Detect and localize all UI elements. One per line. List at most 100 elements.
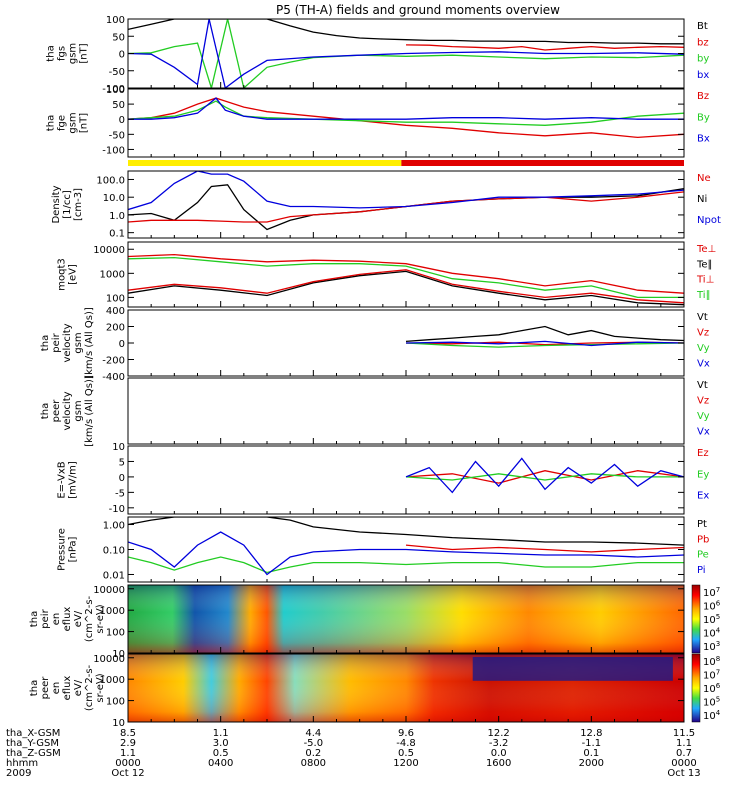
legend-Npot: Npot [697,215,721,226]
series-Ne-line [128,191,684,223]
y-tick-label: 0 [119,50,125,61]
legend-Pb: Pb [697,534,709,545]
legend-Bt: Bt [697,21,708,32]
legend-Te: Te⊥ [696,244,716,255]
axis-row-value: 0800 [301,758,326,769]
axis-row-value: 3.0 [213,738,229,749]
series-Ez-line [405,470,684,484]
y-tick-label: -400 [102,372,125,383]
colorbar-label: 108 [703,655,720,668]
y-tick-label: 100 [106,628,125,639]
series-Vy-line [405,342,684,348]
axis-row-value: 1.1 [676,738,692,749]
axis-row-value: 0.1 [583,748,599,759]
colorbar [691,653,701,723]
legend-Bx: Bx [697,134,710,145]
y-tick-label: 100 [106,85,125,96]
colorbar-label: 106 [703,600,721,613]
y-tick-label: 50 [112,100,125,111]
colorbar-label: 103 [703,640,720,653]
y-tick-label: -10 [109,504,125,515]
y-axis-label: Pressure[nPa] [57,528,79,571]
panel-density: Ne Ni Npot 100.0 10.0 1.0 0.1 Density[1/cc][cm-… [51,170,721,240]
legend-Vx: Vx [697,359,710,370]
y-tick-label: 10 [112,649,125,660]
axis-row-value: 0000 [115,758,140,769]
legend-Vt: Vt [697,312,708,323]
panel-efield: Ez Ey Ex 10 5 0 -5 -10 E=-VxB[mV/m] [57,442,710,515]
axis-row-value: 0.2 [305,748,321,759]
y-tick-label: 100 [106,15,125,26]
series-Ey-line [405,473,684,481]
y-axis-label: thapeirenefluxeV/(cm^2-s-sr-eV) [29,595,106,642]
y-tick-label: -50 [109,130,125,141]
series-by-line [128,19,684,88]
y-tick-label: 5 [119,457,125,468]
axis-row-value: 0000 [671,758,696,769]
colorbar-label: 106 [703,682,721,695]
y-tick-label: 100.0 [96,175,125,186]
y-tick-label: -5 [115,488,125,499]
axis-row-value: 4.4 [305,728,321,739]
legend-Ne: Ne [697,173,711,184]
series-Vx-line [405,340,684,347]
axis-row-value: -3.2 [489,738,509,749]
legend-Vy: Vy [697,411,710,422]
legend-Vx: Vx [697,427,710,438]
series-Bz-line [128,97,684,139]
axis-row-label: tha_Z-GSM [6,748,61,759]
colorbar-label: 105 [703,613,720,626]
low-flux-region [472,657,673,681]
y-tick-label: 0 [119,339,125,350]
y-tick-label: 100 [106,697,125,708]
y-tick-label: 1000 [100,675,125,686]
axis-row-value: -1.1 [582,738,602,749]
legend-Pi: Pi [697,565,706,576]
panel-frame [127,170,685,239]
mode-segment-red [401,160,684,166]
y-tick-label: 0 [119,115,125,126]
axis-row-label: tha_X-GSM [6,728,60,739]
panel-frame [127,377,685,445]
panel-temp: Te⊥ Te∥ Ti⊥ Ti∥ 10000 1000 100 moqt3[eV] [57,241,716,308]
y-tick-label: -200 [102,356,125,367]
y-axis-label: E=-VxB[mV/m] [57,461,79,499]
colorbar-label: 104 [703,627,721,640]
legend-Pt: Pt [697,519,707,530]
series-Pb-line [405,544,684,553]
legend-By: By [697,112,710,123]
legend-bx: bx [697,70,709,81]
axis-row-value: 1600 [486,758,511,769]
axis-row-value: 8.5 [120,728,136,739]
legend-by: by [697,54,709,65]
series-Te-line [128,270,684,306]
y-axis-label: thapeervelocitygsm[km/s (All Qs)] [40,375,95,447]
legend-Ez: Ez [697,448,709,459]
y-tick-label: 50 [112,32,125,43]
legend-Ex: Ex [697,491,709,502]
legend-Vz: Vz [697,396,709,407]
y-tick-label: 1000 [100,269,125,280]
axis-row-value: 1200 [393,758,418,769]
series-Ti-line [128,256,684,299]
colorbar-label: 104 [703,709,721,722]
panels: Btbzbybx100500-50-100thafgsgsm[nT]BzByBx… [29,15,721,729]
y-axis-label: thafgsgsm[nT] [46,43,90,64]
series-bx-line [128,19,684,88]
y-tick-label: 10.0 [103,193,125,204]
series-Bt-line [128,19,684,45]
panel-peir_v: Vt Vz Vy Vx 400 200 0 -200 -400 thapeirvelocitygs… [40,306,710,383]
series-Ti-line [128,253,684,294]
axis-row-value: 2000 [579,758,604,769]
axis-row-value: 0.5 [213,748,229,759]
mode-segment-yellow [128,160,402,166]
series-bz-line [405,44,684,51]
y-tick-label: 1.0 [109,211,125,222]
axis-row-value: -5.0 [304,738,324,749]
y-tick-label: -50 [109,67,125,78]
legend-Vt: Vt [697,380,708,391]
axis-row-label: hhmm [6,758,38,769]
y-axis-label: moqt3[eV] [57,258,79,291]
series-By-line [128,100,684,126]
